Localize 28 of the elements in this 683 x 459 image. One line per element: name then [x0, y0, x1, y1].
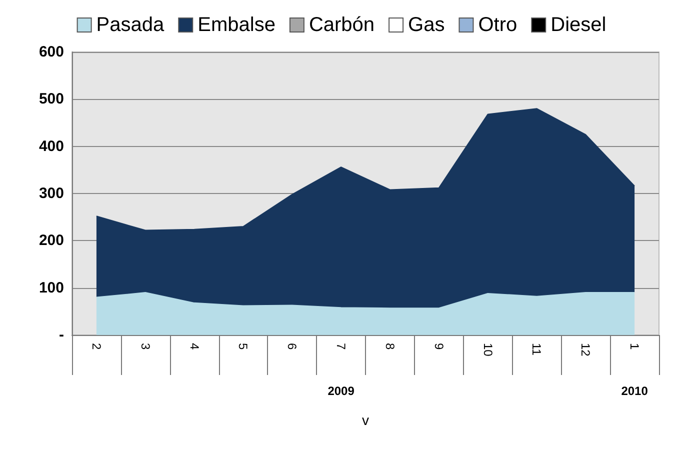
x-tick-label: 3: [138, 343, 152, 350]
x-tick-label: 2: [89, 343, 104, 350]
legend-label: Pasada: [96, 14, 166, 36]
x-tick-label: 7: [334, 343, 348, 350]
legend-label: Otro: [478, 14, 518, 36]
legend-label: Carbón: [308, 14, 375, 36]
y-tick-label: 200: [38, 232, 64, 250]
y-tick-label: -: [59, 326, 64, 344]
x-tick-label: 10: [480, 343, 495, 357]
x-tick-label: 4: [187, 343, 202, 350]
x-tick-label: 1: [628, 343, 642, 350]
legend-label: Diesel: [550, 14, 606, 36]
text: 2009: [328, 384, 355, 398]
legend-label: Embalse: [198, 14, 276, 36]
x-tick-label: 12: [578, 343, 593, 357]
x-tick-label: 5: [236, 343, 250, 350]
x-tick-label: 9: [432, 343, 446, 350]
legend-label: Gas: [408, 14, 445, 36]
x-tick-label: 6: [285, 343, 300, 350]
x-tick-label: 11: [530, 343, 544, 356]
text: 2010: [621, 384, 648, 398]
y-tick-label: 500: [38, 90, 64, 108]
y-tick-label: 400: [38, 138, 64, 155]
y-tick-label: 300: [38, 185, 64, 202]
x-axis-title: v: [362, 412, 369, 428]
x-tick-label: 8: [382, 343, 397, 350]
y-tick-label: 600: [38, 44, 64, 60]
y-tick-label: 100: [38, 279, 64, 296]
